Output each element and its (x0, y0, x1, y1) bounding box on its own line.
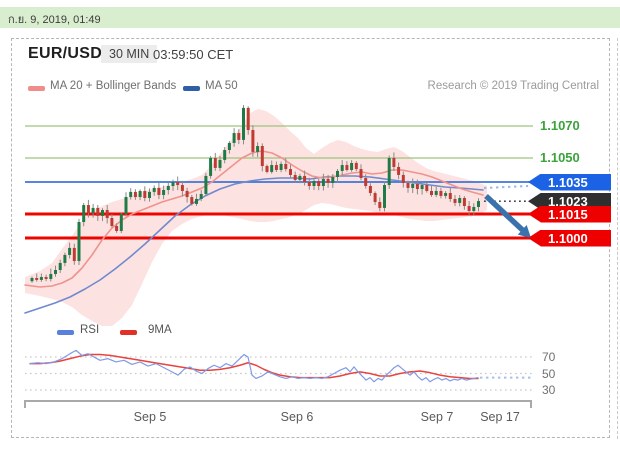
quote-time: 03:59:50 CET (153, 47, 234, 62)
x-axis-date-sep-6: Sep 6 (280, 410, 314, 424)
datetime-bar: ก.ย. 9, 2019, 01:49 (0, 7, 620, 28)
rsi-axis-label-30: 30 (542, 383, 556, 397)
bollinger-legend-label: MA 20 + Bollinger Bands (50, 80, 177, 92)
price-level-label-1.1050: 1.1050 (540, 150, 580, 165)
price-badge-1.1035: 1.1035 (528, 173, 611, 191)
rsi-axis-label-50: 50 (542, 366, 556, 381)
price-badge-1.1015: 1.1015 (528, 205, 611, 223)
x-axis-date-sep-17: Sep 17 (480, 410, 520, 424)
symbol-title: EUR/USD (28, 45, 103, 62)
rsi-legend-swatch (57, 330, 74, 335)
price-level-label-1.1070: 1.1070 (540, 118, 580, 133)
right-edge-divider (617, 38, 618, 439)
rsi-legend-label: RSI (80, 324, 100, 336)
ma50-legend-swatch (183, 86, 200, 91)
rsi-axis-label-70: 70 (542, 350, 556, 364)
x-axis-date-sep-5: Sep 5 (133, 410, 167, 424)
ma9-legend-label: 9MA (148, 324, 172, 336)
price-badge-1.1023: 1.1023 (528, 192, 611, 210)
ma9-legend-swatch (120, 330, 137, 335)
x-axis-date-sep-7: Sep 7 (420, 410, 454, 424)
price-badge-1.1000: 1.1000 (528, 229, 611, 247)
ma50-legend-label: MA 50 (205, 80, 238, 92)
datetime-text: ก.ย. 9, 2019, 01:49 (8, 14, 101, 26)
copyright-text: Research © 2019 Trading Central (427, 80, 599, 92)
interval-badge: 30 MIN (101, 45, 158, 63)
bollinger-legend-swatch (28, 86, 45, 91)
